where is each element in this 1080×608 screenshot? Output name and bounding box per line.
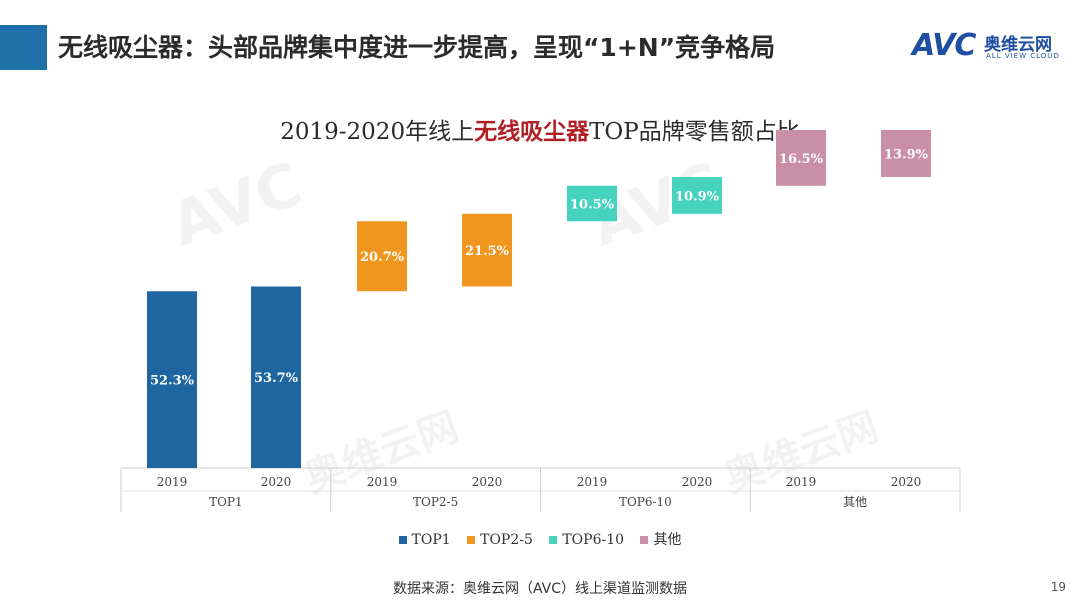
bar-其他-2019 [776,130,826,186]
chart-title-part-1: 2019-2020年线上 [280,119,475,145]
legend-swatch [549,536,558,544]
x-tick-label: 2019 [577,475,608,489]
x-tick-label: 2020 [472,475,503,489]
title-accent-block [0,25,47,70]
data-label: 16.5% [779,152,824,167]
data-label: 21.5% [465,244,510,259]
x-tick-label: 2019 [786,475,817,489]
data-source-note: 数据来源：奥维云网（AVC）线上渠道监测数据 [392,581,688,597]
data-label: 53.7% [254,371,299,386]
data-label: 20.7% [360,250,405,265]
logo-name-cn: 奥维云网 [984,35,1052,55]
chart-title: 2019-2020年线上无线吸尘器TOP品牌零售额占比 [0,112,1080,146]
x-tick-label: 2019 [157,475,188,489]
data-label: 13.9% [884,147,929,162]
legend-swatch [640,536,649,544]
bar-TOP1-2019 [147,291,197,468]
data-label: 10.5% [570,198,615,213]
legend-item-top6-10: TOP6-10 [549,532,624,548]
bar-TOP2-5-2019 [357,221,407,292]
logo-name-en: ALL VIEW CLOUD [986,52,1060,60]
legend-item-other: 其他 [640,529,681,549]
slide-title: 无线吸尘器：头部品牌集中度进一步提高，呈现“1+N”竞争格局 [58,33,776,62]
x-group-label: TOP2-5 [413,495,458,509]
avc-logo: AVC 奥维云网 ALL VIEW CLOUD [912,28,1072,68]
x-group-label: TOP1 [209,495,243,509]
legend-item-top2-5: TOP2-5 [467,532,533,548]
x-group-label: 其他 [843,495,867,509]
title-bar: 无线吸尘器：头部品牌集中度进一步提高，呈现“1+N”竞争格局 AVC 奥维云网 … [0,0,1080,100]
bar-TOP6-10-2019 [567,185,617,222]
legend-swatch [467,536,476,544]
x-tick-label: 2019 [367,475,398,489]
data-label: 52.3% [150,374,195,389]
legend-item-top1: TOP1 [398,532,451,548]
page-number: 19 [1050,580,1066,594]
x-group-label: TOP6-10 [619,495,672,509]
logo-mark: AVC [912,28,976,63]
bar-其他-2020 [881,130,931,177]
bar-TOP2-5-2020 [462,213,512,287]
x-tick-label: 2020 [891,475,922,489]
x-tick-label: 2020 [261,475,292,489]
chart-title-highlight: 无线吸尘器 [474,118,590,145]
bar-TOP1-2020 [251,286,301,468]
legend: TOP1 TOP2-5 TOP6-10 其他 [0,529,1080,549]
legend-swatch [398,536,407,544]
bar-TOP6-10-2020 [672,176,722,214]
x-tick-label: 2020 [682,475,713,489]
data-label: 10.9% [675,189,720,204]
chart-title-part-3: TOP品牌零售额占比 [589,119,800,145]
